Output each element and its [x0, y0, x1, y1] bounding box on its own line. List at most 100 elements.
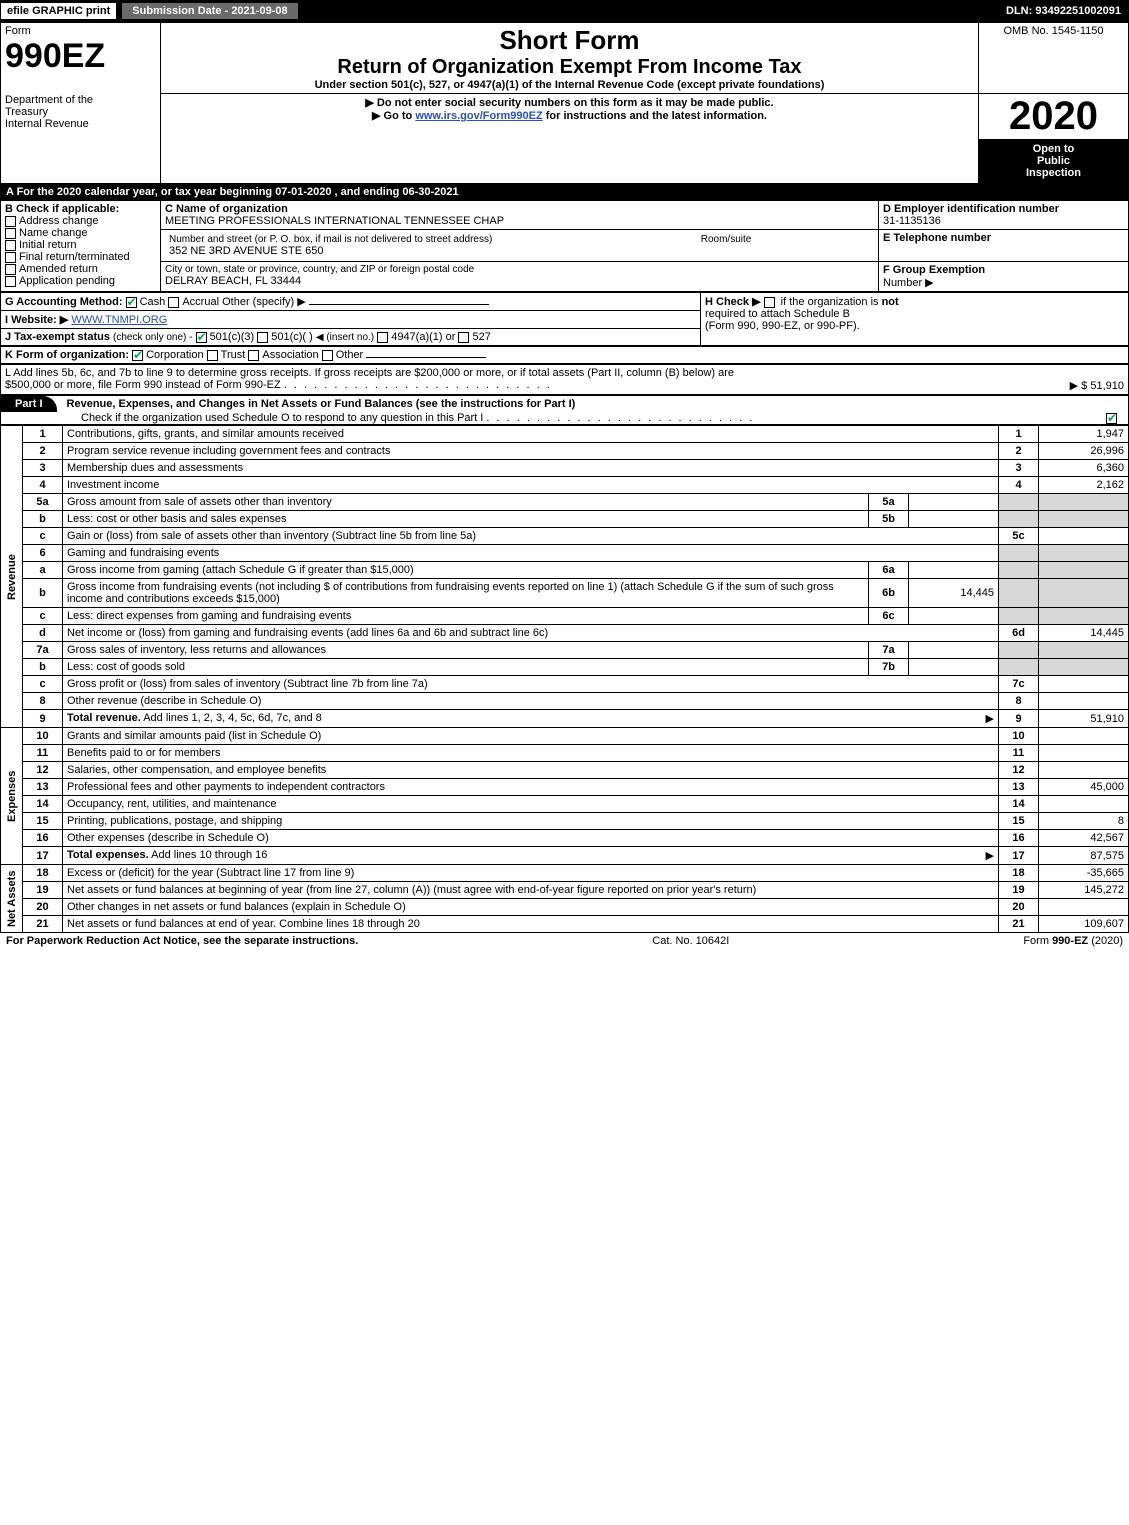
box-i-label: I Website: ▶: [5, 314, 68, 326]
chk-other-org-label: Other: [336, 349, 364, 361]
mid-line-number: 6b: [869, 579, 909, 608]
chk-address-change[interactable]: Address change: [5, 215, 156, 227]
line-description: Salaries, other compensation, and employ…: [63, 762, 999, 779]
chk-cash[interactable]: Cash: [126, 296, 166, 308]
chk-accrual-label: Accrual: [182, 296, 219, 308]
right-line-value: -35,665: [1039, 865, 1129, 882]
line-description: Gross income from gaming (attach Schedul…: [63, 562, 869, 579]
chk-corporation[interactable]: Corporation: [132, 349, 203, 361]
right-line-number: 14: [999, 796, 1039, 813]
chk-h[interactable]: [764, 296, 778, 308]
form-number: 990EZ: [5, 37, 156, 76]
line-description: Printing, publications, postage, and shi…: [63, 813, 999, 830]
chk-schedule-o[interactable]: [1106, 412, 1128, 424]
mid-line-number: 5b: [869, 511, 909, 528]
part1-table: Revenue1Contributions, gifts, grants, an…: [0, 425, 1129, 933]
mid-line-value: [909, 608, 999, 625]
table-row: cGross profit or (loss) from sales of in…: [1, 676, 1129, 693]
chk-501c[interactable]: 501(c)( ): [257, 331, 313, 343]
box-h-text3: (Form 990, 990-EZ, or 990-PF).: [705, 320, 1124, 332]
l-block: L Add lines 5b, 6c, and 7b to line 9 to …: [0, 364, 1129, 395]
table-row: 7aGross sales of inventory, less returns…: [1, 642, 1129, 659]
chk-initial-return-label: Initial return: [19, 239, 76, 251]
right-line-number: 8: [999, 693, 1039, 710]
shaded-cell: [999, 511, 1039, 528]
dept-line-3: Internal Revenue: [5, 118, 156, 130]
line-description: Less: cost of goods sold: [63, 659, 869, 676]
top-bar: efile GRAPHIC print Submission Date - 20…: [0, 0, 1129, 22]
side-label-revenue: Revenue: [1, 426, 23, 728]
line-number: 7a: [23, 642, 63, 659]
box-f-label: F Group Exemption: [883, 264, 985, 276]
chk-other-method-label: Other (specify) ▶: [222, 296, 306, 308]
chk-final-return[interactable]: Final return/terminated: [5, 251, 156, 263]
table-row: 2Program service revenue including gover…: [1, 443, 1129, 460]
line-description: Membership dues and assessments: [63, 460, 999, 477]
line-description: Contributions, gifts, grants, and simila…: [63, 426, 999, 443]
line-number: c: [23, 528, 63, 545]
right-line-value: [1039, 745, 1129, 762]
table-row: 4Investment income42,162: [1, 477, 1129, 494]
line-description: Other changes in net assets or fund bala…: [63, 899, 999, 916]
chk-initial-return[interactable]: Initial return: [5, 239, 156, 251]
addr-value: 352 NE 3RD AVENUE STE 650: [169, 245, 693, 257]
shaded-cell: [1039, 545, 1129, 562]
chk-corporation-label: Corporation: [146, 349, 203, 361]
efile-print-button[interactable]: efile GRAPHIC print: [0, 2, 117, 20]
submission-date-button[interactable]: Submission Date - 2021-09-08: [121, 2, 298, 20]
line-description: Program service revenue including govern…: [63, 443, 999, 460]
box-l-text2: $500,000 or more, file Form 990 instead …: [5, 379, 281, 391]
other-method-input[interactable]: [309, 304, 489, 305]
right-line-value: 42,567: [1039, 830, 1129, 847]
chk-amended-return[interactable]: Amended return: [5, 263, 156, 275]
right-line-number: 7c: [999, 676, 1039, 693]
footer-right-bold: 990-EZ: [1052, 935, 1088, 947]
chk-other-method[interactable]: Other (specify) ▶: [222, 296, 306, 308]
line-number: 16: [23, 830, 63, 847]
box-b-title: B Check if applicable:: [5, 203, 156, 215]
right-line-value: [1039, 899, 1129, 916]
irs-link[interactable]: www.irs.gov/Form990EZ: [415, 110, 542, 122]
k-block: K Form of organization: Corporation Trus…: [0, 346, 1129, 364]
chk-application-pending[interactable]: Application pending: [5, 275, 156, 287]
right-line-value: 1,947: [1039, 426, 1129, 443]
right-line-number: 16: [999, 830, 1039, 847]
dots: [284, 379, 552, 391]
mid-line-number: 5a: [869, 494, 909, 511]
line-number: 8: [23, 693, 63, 710]
line-description: Total revenue. Add lines 1, 2, 3, 4, 5c,…: [63, 710, 999, 728]
website-link[interactable]: WWW.TNMPI.ORG: [71, 314, 167, 326]
chk-other-org[interactable]: Other: [322, 349, 364, 361]
chk-527[interactable]: 527: [458, 331, 490, 343]
line-description: Excess or (deficit) for the year (Subtra…: [63, 865, 999, 882]
chk-name-change[interactable]: Name change: [5, 227, 156, 239]
table-row: 13Professional fees and other payments t…: [1, 779, 1129, 796]
shaded-cell: [1039, 562, 1129, 579]
other-org-input[interactable]: [366, 357, 486, 358]
right-line-number: 21: [999, 916, 1039, 933]
line-number: b: [23, 511, 63, 528]
chk-trust[interactable]: Trust: [207, 349, 246, 361]
chk-accrual[interactable]: Accrual: [168, 296, 219, 308]
line-description: Net income or (loss) from gaming and fun…: [63, 625, 999, 642]
chk-501c3[interactable]: 501(c)(3): [196, 331, 255, 343]
chk-4947-label: 4947(a)(1) or: [391, 331, 455, 343]
chk-association[interactable]: Association: [248, 349, 318, 361]
right-line-value: 14,445: [1039, 625, 1129, 642]
table-row: cGain or (loss) from sale of assets othe…: [1, 528, 1129, 545]
dots: [486, 412, 754, 424]
line-description: Less: direct expenses from gaming and fu…: [63, 608, 869, 625]
title-sub: Under section 501(c), 527, or 4947(a)(1)…: [165, 79, 974, 91]
shaded-cell: [1039, 608, 1129, 625]
mid-line-value: [909, 562, 999, 579]
section-a-bar: A For the 2020 calendar year, or tax yea…: [0, 184, 1129, 200]
part1-check-text: Check if the organization used Schedule …: [81, 412, 483, 424]
line-number: 3: [23, 460, 63, 477]
line-number: 11: [23, 745, 63, 762]
ein-value: 31-1135136: [883, 215, 1124, 227]
chk-4947[interactable]: 4947(a)(1) or: [377, 331, 455, 343]
line-description: Less: cost or other basis and sales expe…: [63, 511, 869, 528]
line-description: Gross amount from sale of assets other t…: [63, 494, 869, 511]
chk-association-label: Association: [262, 349, 318, 361]
line-description: Gross sales of inventory, less returns a…: [63, 642, 869, 659]
